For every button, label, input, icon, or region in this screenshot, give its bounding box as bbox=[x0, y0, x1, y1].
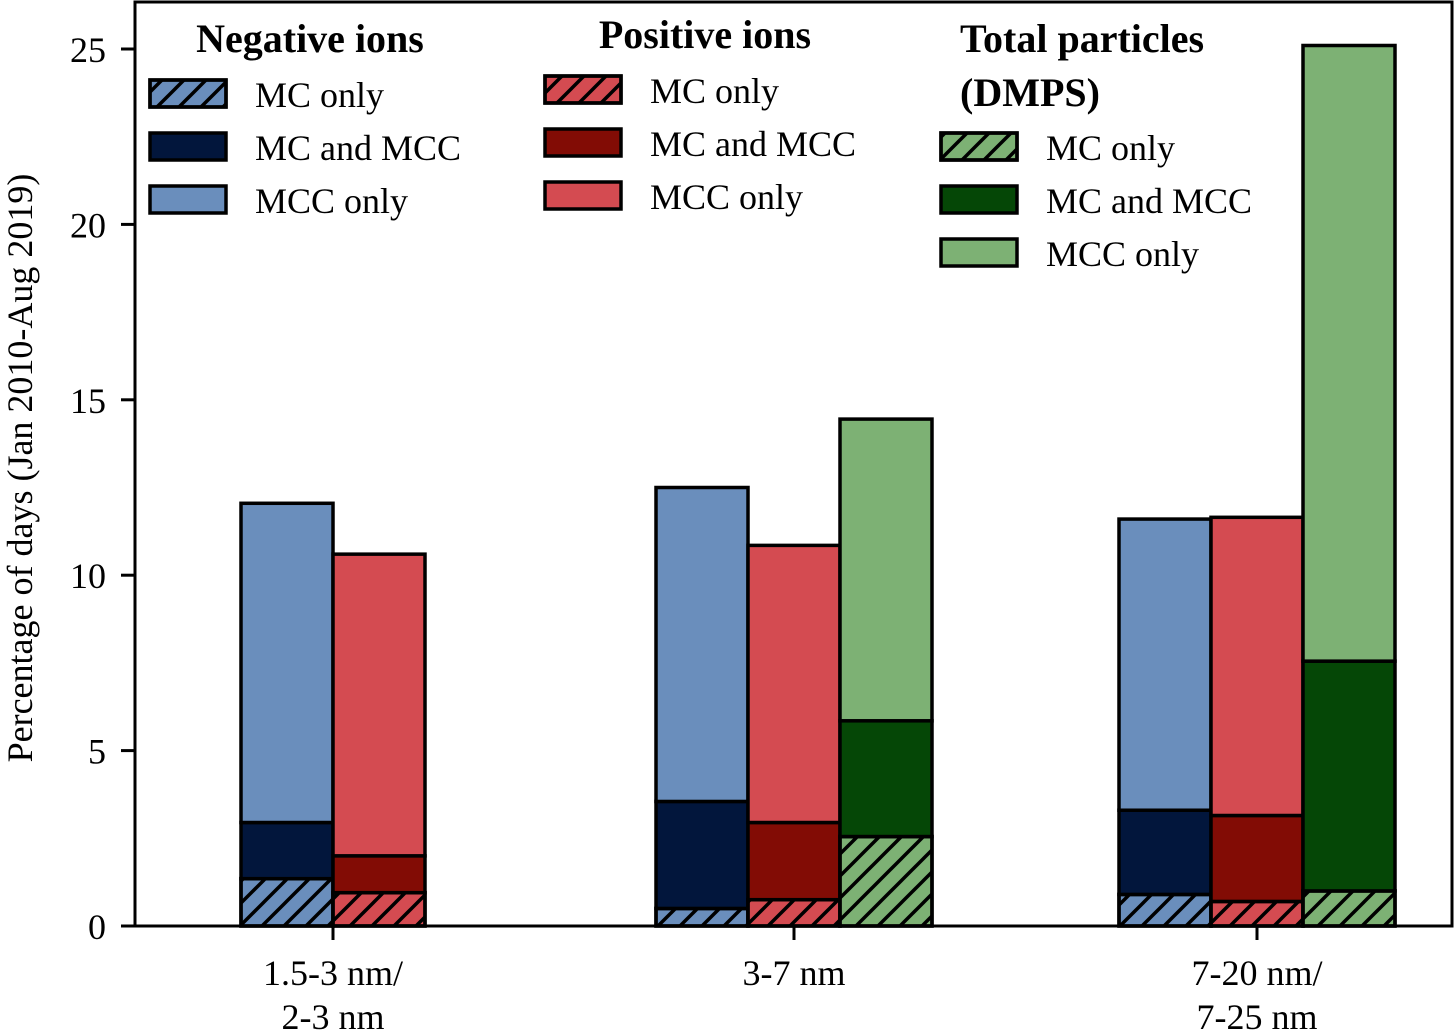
bar-hatch-total-particles-dmps-mc-only bbox=[1301, 889, 1397, 928]
legend-swatch bbox=[543, 180, 623, 211]
bar-positive-ions-mc-and-mcc bbox=[746, 820, 842, 902]
legend-title: Total particles bbox=[960, 16, 1204, 61]
legend-swatch bbox=[939, 184, 1019, 215]
bar-total-particles-dmps-mcc-only bbox=[838, 417, 934, 723]
legend-swatch-hatch bbox=[939, 131, 1019, 162]
legend-swatch bbox=[543, 127, 623, 158]
bar-positive-ions-mcc-only bbox=[746, 543, 842, 825]
legend-entry-label: MCC only bbox=[650, 177, 803, 217]
bar-hatch-positive-ions-mc-only bbox=[331, 890, 427, 928]
bar-total-particles-dmps-mc-and-mcc bbox=[838, 719, 934, 839]
y-tick-label: 10 bbox=[70, 556, 106, 596]
legend-group-2: Positive ions MC only MC and MCC MCC only bbox=[543, 12, 856, 217]
legend-entry-label: MC only bbox=[1046, 128, 1175, 168]
x-tick-label: 2-3 nm bbox=[282, 997, 385, 1036]
x-tick-label: 3-7 nm bbox=[743, 953, 846, 993]
legend-entry-label: MCC only bbox=[255, 181, 408, 221]
bar-hatch-negative-ions-mc-only bbox=[654, 906, 750, 928]
y-axis-label: Percentage of days (Jan 2010-Aug 2019) bbox=[0, 174, 40, 763]
bar-negative-ions-mcc-only bbox=[654, 485, 750, 804]
bar-negative-ions-mcc-only bbox=[1117, 517, 1213, 812]
legend-swatch bbox=[939, 237, 1019, 268]
y-tick-label: 15 bbox=[70, 381, 106, 421]
legend-entry-label: MC only bbox=[255, 75, 384, 115]
legend-swatch bbox=[148, 131, 228, 162]
bars-layer bbox=[239, 43, 1397, 928]
legend-title: (DMPS) bbox=[960, 70, 1100, 115]
legend-swatch bbox=[148, 184, 228, 215]
x-tick-label: 7-20 nm/ bbox=[1192, 953, 1323, 993]
legend-group-1: Negative ions MC only MC and MCC MCC only bbox=[148, 16, 461, 221]
x-axis: 1.5-3 nm/2-3 nm 3-7 nm 7-20 nm/7-25 nm bbox=[263, 926, 1323, 1036]
legend-entry-label: MC and MCC bbox=[255, 128, 461, 168]
legend-entry-label: MC and MCC bbox=[1046, 181, 1252, 221]
legend-entry-label: MC and MCC bbox=[650, 124, 856, 164]
bar-hatch-positive-ions-mc-only bbox=[746, 897, 842, 928]
y-tick-label: 0 bbox=[88, 907, 106, 947]
bar-positive-ions-mc-and-mcc bbox=[331, 854, 427, 895]
x-tick-label: 7-25 nm bbox=[1197, 997, 1318, 1036]
legend-group-3: Total particles (DMPS) MC only MC and MCC MC… bbox=[939, 16, 1252, 274]
y-tick-label: 25 bbox=[70, 30, 106, 70]
y-tick-label: 20 bbox=[70, 205, 106, 245]
legend-swatch-hatch bbox=[543, 74, 623, 105]
legend-entry-label: MCC only bbox=[1046, 234, 1199, 274]
legend-title: Positive ions bbox=[599, 12, 811, 57]
bar-positive-ions-mcc-only bbox=[1209, 515, 1305, 818]
bar-hatch-negative-ions-mc-only bbox=[239, 876, 335, 928]
legend-title: Negative ions bbox=[196, 16, 424, 61]
x-tick-label: 1.5-3 nm/ bbox=[263, 953, 403, 993]
bar-negative-ions-mc-and-mcc bbox=[1117, 808, 1213, 897]
bar-negative-ions-mc-and-mcc bbox=[239, 820, 335, 881]
y-tick-label: 5 bbox=[88, 732, 106, 772]
bar-negative-ions-mcc-only bbox=[239, 501, 335, 825]
y-axis: 0 5 10 15 20 25 bbox=[70, 30, 135, 947]
bar-total-particles-dmps-mcc-only bbox=[1301, 43, 1397, 663]
bar-negative-ions-mc-and-mcc bbox=[654, 799, 750, 911]
bar-positive-ions-mc-and-mcc bbox=[1209, 813, 1305, 904]
bar-total-particles-dmps-mc-and-mcc bbox=[1301, 659, 1397, 893]
bar-hatch-total-particles-dmps-mc-only bbox=[838, 834, 934, 928]
bar-hatch-positive-ions-mc-only bbox=[1209, 899, 1305, 928]
bar-hatch-negative-ions-mc-only bbox=[1117, 892, 1213, 928]
bar-positive-ions-mcc-only bbox=[331, 552, 427, 858]
legend-swatch-hatch bbox=[148, 78, 228, 109]
legend-entry-label: MC only bbox=[650, 71, 779, 111]
